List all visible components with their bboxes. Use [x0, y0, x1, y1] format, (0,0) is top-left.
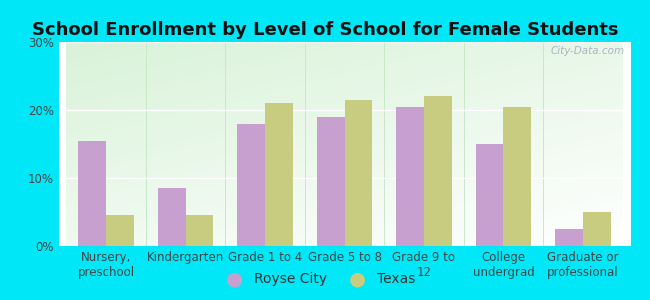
- Bar: [503, 106, 531, 246]
- Text: Texas: Texas: [377, 272, 415, 286]
- Bar: [476, 144, 503, 246]
- Bar: [317, 117, 345, 246]
- Bar: [583, 212, 610, 246]
- Text: ●: ●: [349, 269, 366, 289]
- Bar: [237, 124, 265, 246]
- Text: School Enrollment by Level of School for Female Students: School Enrollment by Level of School for…: [32, 21, 618, 39]
- Bar: [186, 215, 213, 246]
- Bar: [555, 229, 583, 246]
- Bar: [106, 215, 134, 246]
- Bar: [344, 100, 372, 246]
- Text: ●: ●: [226, 269, 242, 289]
- Text: City-Data.com: City-Data.com: [551, 46, 625, 56]
- Bar: [79, 141, 106, 246]
- Bar: [424, 96, 452, 246]
- Bar: [158, 188, 186, 246]
- Bar: [265, 103, 293, 246]
- Bar: [396, 106, 424, 246]
- Text: Royse City: Royse City: [254, 272, 326, 286]
